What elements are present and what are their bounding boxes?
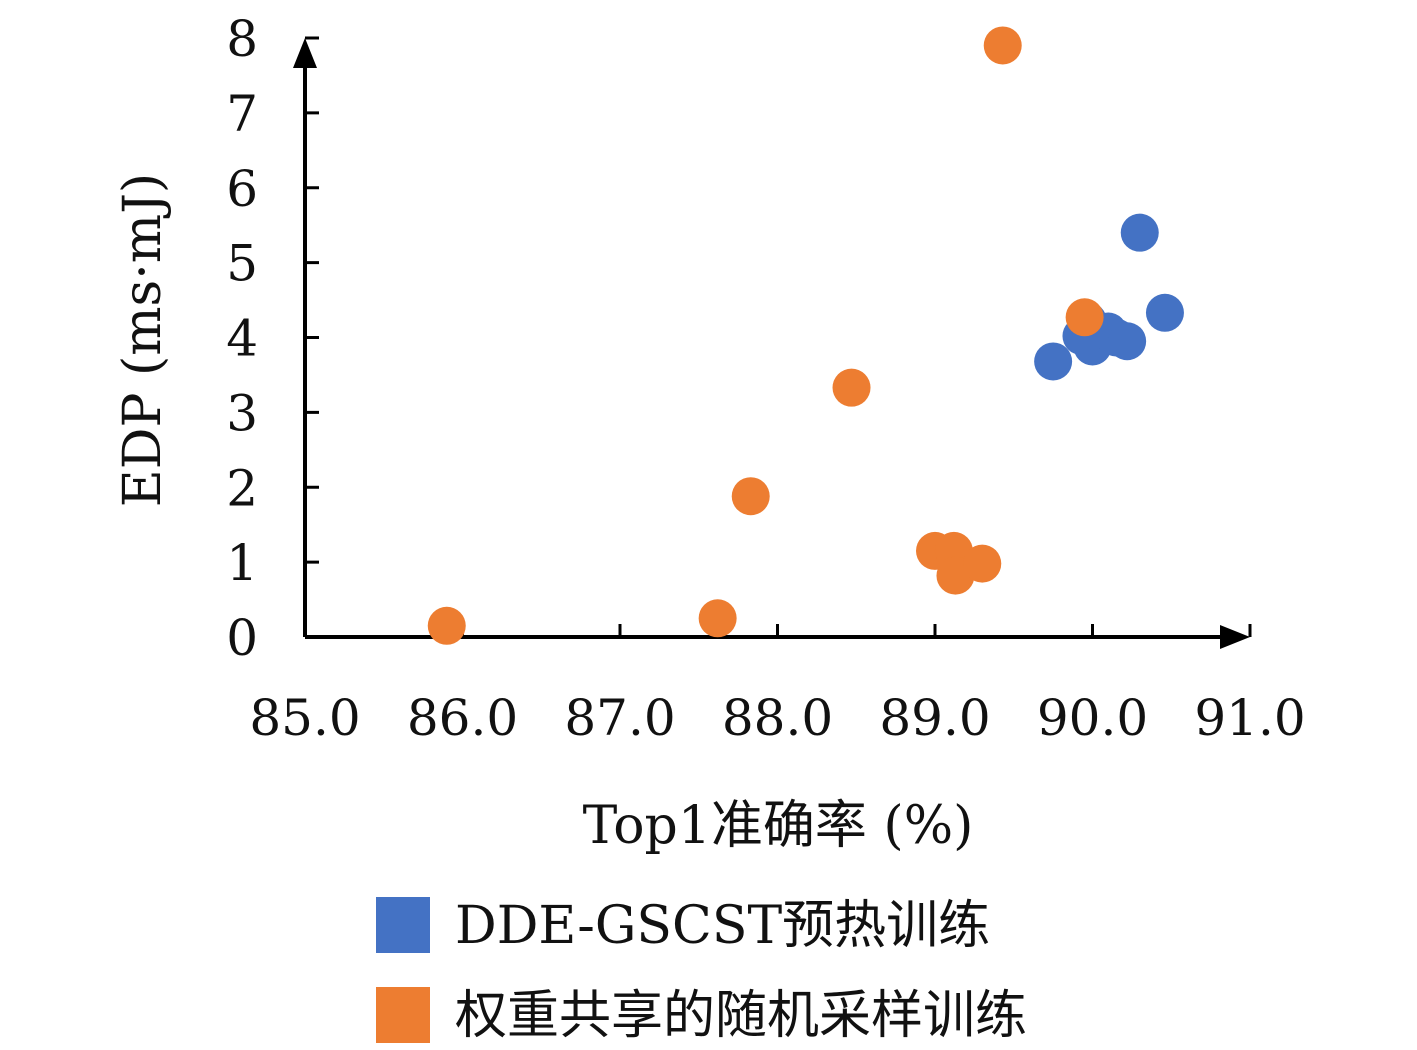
x-axis-arrow — [1220, 625, 1250, 649]
data-point-dde-gscst — [1120, 213, 1159, 252]
data-point-dde-gscst — [1108, 322, 1147, 361]
y-tick-label: 2 — [226, 459, 258, 517]
data-point-dde-gscst — [1145, 293, 1184, 332]
data-point-dde-gscst — [1034, 342, 1073, 381]
y-axis-arrow — [293, 38, 317, 68]
data-point-weight-sharing — [963, 544, 1002, 583]
legend-swatch — [376, 897, 430, 953]
data-point-weight-sharing — [731, 477, 770, 516]
x-tick-label: 88.0 — [722, 689, 833, 747]
data-point-weight-sharing — [832, 368, 871, 407]
y-tick-label: 5 — [226, 235, 258, 293]
points-layer — [427, 26, 1184, 645]
x-axis-title: Top1准确率 (%) — [583, 796, 974, 856]
y-axis-title: EDP (ms·mJ) — [113, 173, 173, 507]
y-tick-label: 0 — [226, 609, 258, 667]
y-tick-label: 1 — [226, 534, 258, 592]
y-tick-label: 8 — [226, 10, 258, 68]
labels-layer: 85.0 86.0 87.0 88.0 89.0 90.0 91.0 0 1 2 3 4 5 6 7 8 Top… — [113, 10, 1306, 856]
legend-label: 权重共享的随机采样训练 — [455, 986, 1027, 1046]
x-tick-label: 85.0 — [249, 689, 360, 747]
x-tick-label: 87.0 — [564, 689, 675, 747]
data-point-weight-sharing — [698, 599, 737, 638]
y-tick-label: 7 — [226, 85, 258, 143]
legend-swatch — [376, 987, 430, 1043]
data-point-weight-sharing — [983, 26, 1022, 65]
x-tick-label: 89.0 — [879, 689, 990, 747]
x-tick-label: 90.0 — [1037, 689, 1148, 747]
x-tick-label: 86.0 — [407, 689, 518, 747]
y-tick-label: 4 — [226, 310, 258, 368]
x-tick-label: 91.0 — [1194, 689, 1305, 747]
data-point-weight-sharing — [1065, 298, 1104, 337]
data-point-weight-sharing — [427, 606, 466, 645]
y-tick-label: 6 — [226, 160, 258, 218]
y-tick-label: 3 — [226, 384, 258, 442]
legend-label: DDE-GSCST预热训练 — [455, 896, 990, 956]
